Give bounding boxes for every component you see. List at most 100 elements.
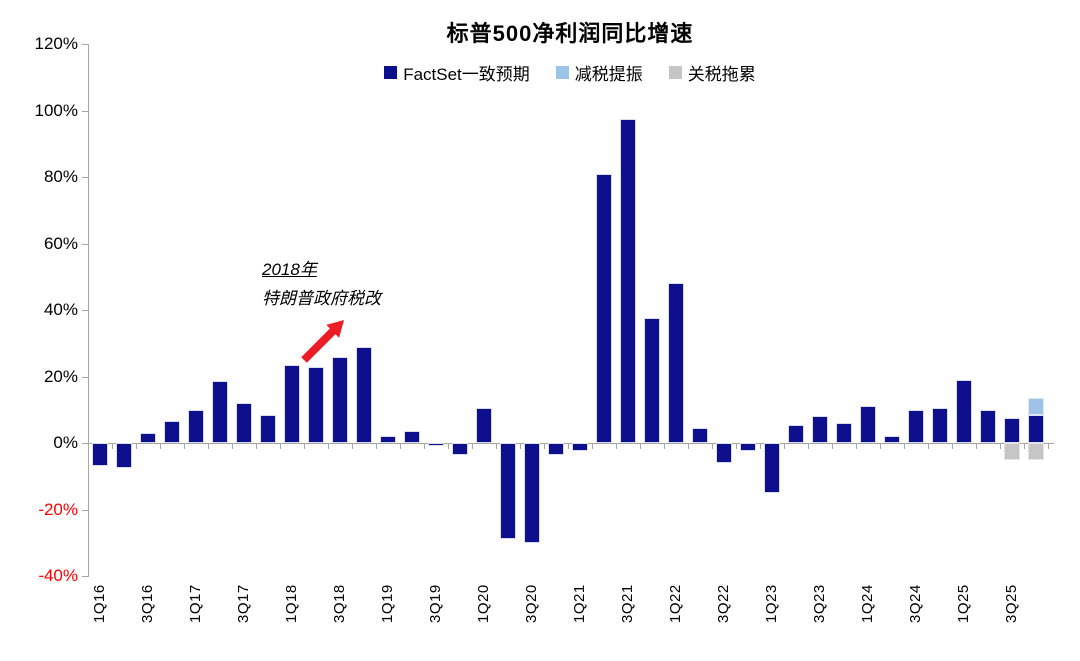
x-axis-tick — [592, 444, 593, 449]
x-axis-tick — [472, 444, 473, 449]
x-axis-tick — [1048, 444, 1049, 449]
x-axis-label: 1Q18 — [283, 584, 300, 623]
y-axis-label: 40% — [43, 300, 78, 319]
legend-item-1: 减税提振 — [555, 60, 643, 85]
x-axis-label: 1Q22 — [667, 584, 684, 623]
bar-3Q18-factset — [332, 356, 348, 443]
x-axis-label: 1Q20 — [475, 584, 492, 623]
bar-1Q18-factset — [284, 364, 300, 443]
y-axis-tick — [82, 110, 88, 112]
bar-2Q20-factset — [500, 443, 516, 540]
x-axis-tick — [448, 444, 449, 449]
x-axis-label: 1Q24 — [859, 584, 876, 623]
y-axis-label: 60% — [43, 233, 78, 253]
y-axis-tick — [82, 443, 88, 444]
x-axis-tick — [256, 444, 257, 449]
y-axis-label: 0% — [53, 433, 78, 452]
x-axis-label: 1Q17 — [187, 584, 204, 623]
bar-2Q23-factset — [788, 424, 804, 443]
x-axis-tick — [640, 444, 641, 449]
x-axis-tick — [520, 444, 521, 449]
x-axis-tick — [616, 444, 617, 449]
x-axis-tick — [664, 444, 665, 449]
bar-4Q24-factset — [932, 408, 948, 443]
bar-4Q18-factset — [356, 346, 372, 443]
x-axis-tick — [88, 444, 89, 449]
bar-4Q22-factset — [740, 443, 756, 452]
y-axis-tick — [82, 310, 88, 311]
bar-3Q19-factset — [428, 443, 444, 447]
x-axis-tick — [808, 444, 809, 449]
annotation-text: 2018年 特朗普政府税改 — [262, 255, 381, 313]
legend-label: FactSet一致预期 — [403, 64, 530, 84]
y-axis-label: -20% — [38, 499, 78, 519]
bar-1Q24-factset — [860, 406, 876, 443]
x-axis-label: 3Q17 — [235, 584, 252, 623]
legend-label: 关税拖累 — [687, 64, 756, 84]
y-axis-label: 80% — [43, 167, 78, 186]
x-axis-label: 3Q23 — [811, 584, 828, 623]
x-axis-tick — [352, 444, 353, 449]
bar-4Q21-factset — [644, 318, 660, 443]
chart-title: 标普500净利润同比增速 — [446, 21, 694, 46]
bar-3Q25-factset — [1004, 418, 1020, 443]
annotation-line-2: 特朗普政府税改 — [262, 289, 381, 308]
legend-swatch-icon — [555, 65, 569, 79]
x-axis-label: 3Q18 — [331, 584, 348, 623]
x-axis — [88, 443, 1054, 444]
x-axis-label: 3Q25 — [1003, 584, 1020, 623]
x-axis-tick — [880, 444, 881, 449]
x-axis-tick — [496, 444, 497, 449]
legend-swatch-icon — [668, 65, 682, 79]
x-axis-tick — [328, 444, 329, 449]
bar-2Q22-factset — [692, 428, 708, 443]
x-axis-tick — [784, 444, 785, 449]
x-axis-label: 3Q20 — [523, 584, 540, 623]
x-axis-label: 1Q23 — [763, 584, 780, 623]
bar-1Q25-factset — [956, 379, 972, 443]
legend-item-2: 关税拖累 — [668, 60, 756, 85]
x-axis-tick — [112, 444, 113, 449]
x-axis-tick — [688, 444, 689, 449]
x-axis-tick — [304, 444, 305, 449]
x-axis-tick — [736, 444, 737, 449]
bar-4Q16-factset — [164, 421, 180, 443]
legend-label: 减税提振 — [574, 64, 643, 84]
bar-3Q23-factset — [812, 416, 828, 443]
x-axis-label: 1Q16 — [91, 584, 108, 623]
x-axis-tick — [136, 444, 137, 449]
bar-1Q17-factset — [188, 409, 204, 443]
bar-2Q18-factset — [308, 366, 324, 443]
bar-4Q19-factset — [452, 443, 468, 455]
x-axis-tick — [160, 444, 161, 449]
bar-1Q22-factset — [668, 283, 684, 443]
y-axis-label: 120% — [34, 34, 78, 53]
y-axis-tick — [82, 243, 88, 245]
y-axis-tick — [82, 576, 88, 577]
bar-4Q23-factset — [836, 423, 852, 443]
bar-2Q21-factset — [596, 173, 612, 443]
x-axis-tick — [832, 444, 833, 449]
annotation-line-1: 2018年 — [262, 260, 317, 279]
bar-4Q20-factset — [548, 443, 564, 455]
bar-3Q17-factset — [236, 403, 252, 443]
bar-1Q23-factset — [764, 443, 780, 493]
y-axis — [88, 44, 89, 577]
x-axis-tick — [280, 444, 281, 449]
x-axis-tick — [400, 444, 401, 449]
x-axis-tick — [856, 444, 857, 449]
x-axis-tick — [712, 444, 713, 449]
bar-4Q25-factset — [1028, 414, 1044, 443]
x-axis-label: 3Q22 — [715, 584, 732, 623]
x-axis-label: 1Q25 — [955, 584, 972, 623]
bar-4Q25-tax-cut — [1028, 398, 1044, 415]
x-axis-tick — [904, 444, 905, 449]
legend-item-0: FactSet一致预期 — [384, 60, 530, 85]
y-axis-tick — [82, 177, 88, 178]
bar-1Q20-factset — [476, 408, 492, 443]
x-axis-tick — [760, 444, 761, 449]
bar-3Q21-factset — [620, 118, 636, 443]
x-axis-tick — [928, 444, 929, 449]
bar-2Q24-factset — [884, 436, 900, 443]
